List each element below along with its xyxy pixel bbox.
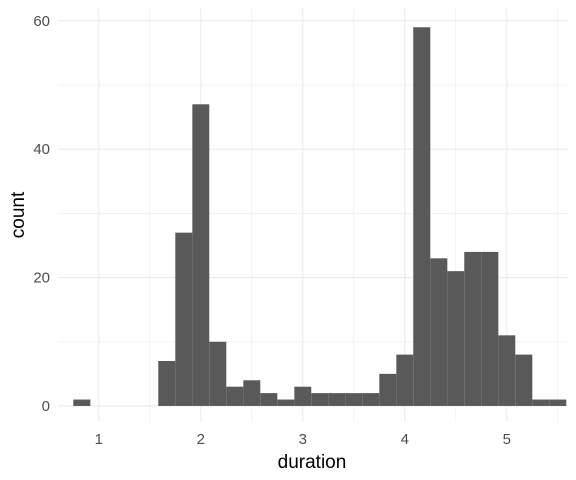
y-tick-label: 40 — [33, 141, 50, 158]
y-tick-label: 60 — [33, 13, 50, 30]
x-tick-label: 1 — [95, 431, 103, 448]
histogram-bar — [464, 251, 482, 406]
histogram-bars — [73, 27, 567, 406]
x-axis-tick-labels: 1 2 3 4 5 — [95, 431, 511, 448]
histogram-bar — [362, 393, 380, 406]
histogram-bar — [226, 386, 244, 406]
histogram-bar — [532, 399, 550, 406]
histogram-bar — [379, 373, 397, 406]
histogram-bar — [260, 393, 278, 406]
x-tick-label: 4 — [401, 431, 409, 448]
histogram-bar — [73, 399, 91, 406]
y-tick-label: 0 — [42, 398, 50, 415]
histogram-bar — [277, 399, 295, 406]
histogram-bar — [311, 393, 329, 406]
histogram-bar — [175, 232, 193, 406]
histogram-bar — [294, 386, 312, 406]
x-tick-label: 3 — [299, 431, 307, 448]
y-tick-label: 20 — [33, 270, 50, 287]
y-axis-tick-labels: 0 20 40 60 — [33, 13, 50, 415]
histogram-bar — [345, 393, 363, 406]
histogram-bar — [192, 104, 210, 406]
histogram-bar — [328, 393, 346, 406]
histogram-bar — [209, 341, 227, 406]
histogram-bar — [481, 251, 499, 406]
histogram-bar — [413, 27, 431, 406]
histogram-bar — [396, 354, 414, 406]
x-tick-label: 5 — [503, 431, 511, 448]
histogram-bar — [515, 354, 533, 406]
histogram-bar — [430, 258, 448, 406]
histogram-bar — [158, 361, 176, 406]
x-tick-label: 2 — [197, 431, 205, 448]
y-axis-title: count — [8, 191, 29, 238]
x-axis-title: duration — [278, 452, 347, 473]
histogram-bar — [498, 335, 516, 406]
histogram-bar — [243, 380, 261, 406]
histogram-bar — [447, 271, 465, 406]
histogram-bar — [549, 399, 567, 406]
minor-gridlines — [58, 8, 568, 422]
